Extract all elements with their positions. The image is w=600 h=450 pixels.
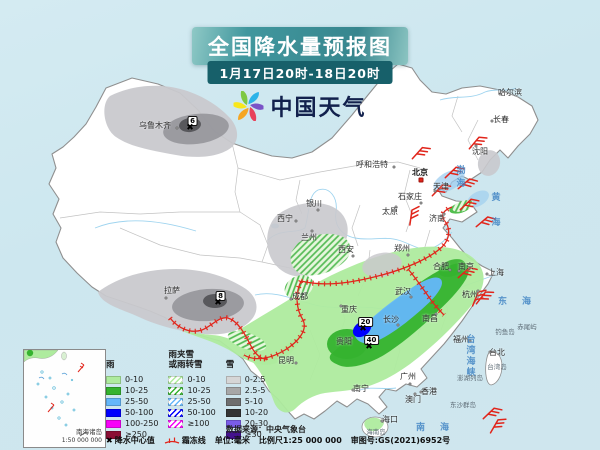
frost-line [168, 204, 453, 362]
legend-swatch [225, 397, 241, 406]
legend-swatch [225, 430, 241, 439]
legend-swatch-hatched [168, 375, 184, 384]
center-marker-label: 降水中心值 [114, 436, 155, 445]
frost-line-key: 霜冻线 [164, 435, 206, 446]
wind-barb-icon [475, 213, 497, 233]
legend-swatch [106, 430, 121, 439]
legend-snow-column: 雪 0-2.5 2.5-5 5-10 10-20 20-30 ≥30 [225, 350, 269, 440]
south-china-sea-inset: 南海诸岛 1:50 000 000 [23, 349, 106, 448]
legend-range-label: ≥30 [244, 430, 262, 439]
legend-row: ≥100 [168, 418, 215, 429]
frost-line-icon [164, 437, 179, 444]
legend-row: ≥250 [106, 429, 158, 440]
legend-snow-title: 雪 [225, 360, 235, 371]
center-marker-icon: ✖ [106, 436, 113, 445]
legend-swatch [225, 419, 241, 428]
inset-title: 南海诸岛 [76, 427, 102, 436]
legend-range-label: 0-10 [187, 375, 206, 384]
legend-row: 50-100 [106, 407, 158, 418]
legend-swatch [106, 419, 121, 428]
legend-range-label: 5-10 [244, 397, 263, 406]
legend-swatch-hatched [168, 419, 184, 428]
legend-range-label: 10-25 [187, 386, 211, 395]
legend-range-label: ≥100 [187, 419, 210, 428]
center-marker-key: ✖ 降水中心值 [106, 435, 155, 446]
legend-sleet-column: 雨夹雪 或雨转雪 0-10 10-25 25-50 50-100 ≥100 [168, 349, 216, 440]
legend-range-label: ≥250 [125, 430, 147, 439]
legend-row: 5-10 [225, 396, 268, 407]
legend-row: 20-30 [225, 418, 269, 429]
page-title: 全国降水量预报图 [208, 35, 392, 59]
legend-swatch [106, 386, 121, 395]
legend-row: 10-25 [106, 385, 158, 396]
legend-rain-column: 雨 0-10 10-25 25-50 50-100 100-250 ≥250 [106, 350, 158, 440]
legend-swatch [106, 375, 121, 384]
legend-row: 10-25 [168, 385, 215, 396]
wind-barb-icon [482, 404, 503, 425]
taiwan-island [485, 351, 503, 386]
legend-swatch-hatched [168, 408, 184, 417]
footer-annotations: ✖ 降水中心值 霜冻线 单位:毫米 比例尺1:25 000 000 审图号:GS… [106, 435, 450, 446]
legend-range-label: 50-100 [187, 408, 216, 417]
inset-map-canvas [23, 349, 87, 437]
legend-sleet-title-2: 或雨转雪 [168, 360, 203, 371]
legend-row: 0-2.5 [225, 374, 268, 385]
legend-swatch [106, 408, 121, 417]
legend-range-label: 50-100 [125, 408, 154, 417]
forecast-period: 1月17日20时-18日20时 [219, 66, 381, 81]
legend-row: 100-250 [106, 418, 158, 429]
legend-swatch [225, 375, 241, 384]
unit-note: 单位:毫米 [214, 436, 250, 445]
legend-row: 2.5-5 [225, 385, 268, 396]
legend-row: 10-20 [225, 407, 269, 418]
legend-swatch [225, 408, 241, 417]
legend-range-label: 2.5-5 [244, 386, 266, 395]
data-source-note: 数据来源：中央气象台 [226, 425, 306, 434]
wind-barb-icon [489, 415, 507, 437]
scale-note: 比例尺1:25 000 000 [258, 436, 342, 445]
legend-range-label: 25-50 [125, 397, 149, 406]
legend-row: 0-10 [106, 374, 158, 385]
legend-row: ≥30 [225, 429, 268, 440]
china-weather-pinwheel-icon [233, 91, 264, 121]
legend-range-label: 10-25 [125, 386, 149, 395]
legend-row: 50-100 [168, 407, 216, 418]
legend-range-label: 10-20 [244, 408, 269, 417]
legend-range-label: 0-10 [125, 375, 144, 384]
brand-name: 中国天气 [270, 96, 367, 121]
frost-line-label: 霜冻线 [181, 436, 206, 445]
legend-row: 0-10 [168, 374, 215, 385]
inset-scale: 1:50 000 000 [61, 437, 102, 444]
legend-row: 25-50 [106, 396, 158, 407]
legend-range-label: 0-2.5 [244, 375, 266, 384]
legend-rain-title: 雨 [106, 360, 115, 371]
subtitle-banner: 1月17日20时-18日20时 [207, 61, 393, 84]
legend-range-label: 100-250 [125, 419, 159, 428]
legend-sleet-title-1: 雨夹雪 [168, 349, 194, 360]
legend-swatch-hatched [168, 397, 184, 406]
legend-range-label: 25-50 [187, 397, 211, 406]
legend-row: 25-50 [168, 396, 215, 407]
precipitation-legend: 雨 0-10 10-25 25-50 50-100 100-250 ≥250 雨夹雪 或雨… [106, 350, 268, 440]
title-banner: 全国降水量预报图 [192, 27, 408, 65]
legend-range-label: 20-30 [244, 419, 269, 428]
license-note: 审图号:GS(2021)6952号 [350, 436, 451, 445]
legend-swatch [106, 397, 121, 406]
legend-swatch [225, 386, 241, 395]
legend-swatch-hatched [168, 386, 184, 395]
brand-logo: 中国天气 [233, 90, 366, 122]
